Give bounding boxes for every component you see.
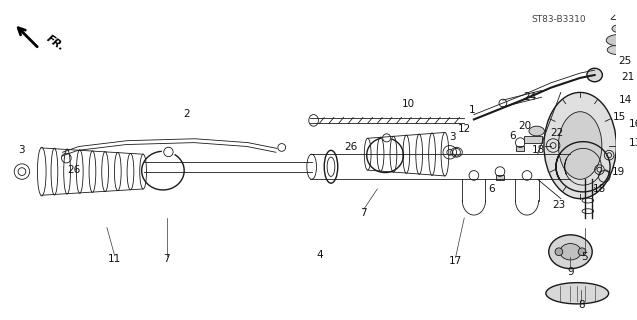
Text: 11: 11 bbox=[108, 254, 121, 264]
Text: 1: 1 bbox=[469, 105, 475, 115]
Text: 18: 18 bbox=[532, 145, 545, 155]
Bar bbox=[496, 175, 504, 180]
Text: 9: 9 bbox=[567, 267, 574, 277]
Text: 17: 17 bbox=[449, 256, 462, 267]
Ellipse shape bbox=[612, 25, 626, 33]
Text: 18: 18 bbox=[593, 184, 606, 194]
Text: 3: 3 bbox=[449, 132, 456, 142]
Ellipse shape bbox=[606, 35, 631, 46]
Bar bbox=[517, 147, 524, 151]
Text: 7: 7 bbox=[361, 208, 367, 218]
Text: FR.: FR. bbox=[45, 33, 67, 52]
Text: 5: 5 bbox=[582, 252, 589, 261]
Text: 7: 7 bbox=[164, 254, 170, 264]
Text: 8: 8 bbox=[578, 300, 584, 310]
Text: 6: 6 bbox=[488, 184, 494, 194]
Text: 2: 2 bbox=[183, 109, 189, 119]
Text: 4: 4 bbox=[316, 250, 323, 260]
Circle shape bbox=[578, 248, 586, 256]
Text: 26: 26 bbox=[68, 165, 81, 175]
Text: 21: 21 bbox=[621, 72, 634, 82]
Ellipse shape bbox=[587, 68, 603, 82]
Ellipse shape bbox=[548, 235, 592, 269]
Bar bbox=[524, 136, 541, 143]
Ellipse shape bbox=[560, 244, 581, 260]
Ellipse shape bbox=[607, 45, 631, 55]
Text: 3: 3 bbox=[18, 145, 25, 155]
Text: 26: 26 bbox=[345, 142, 358, 152]
Text: 12: 12 bbox=[457, 124, 471, 134]
Ellipse shape bbox=[559, 112, 602, 179]
Text: 20: 20 bbox=[519, 121, 532, 131]
Text: 16: 16 bbox=[629, 119, 637, 129]
Circle shape bbox=[555, 248, 562, 256]
Ellipse shape bbox=[546, 283, 608, 304]
Text: 22: 22 bbox=[550, 128, 564, 138]
Text: 10: 10 bbox=[402, 99, 415, 109]
Text: 13: 13 bbox=[629, 138, 637, 148]
Text: 6: 6 bbox=[509, 131, 516, 141]
Text: ST83-B3310: ST83-B3310 bbox=[532, 15, 587, 24]
Text: 24: 24 bbox=[524, 92, 536, 102]
Text: 25: 25 bbox=[618, 56, 631, 66]
Text: 19: 19 bbox=[612, 167, 626, 177]
Text: 23: 23 bbox=[552, 200, 566, 210]
Ellipse shape bbox=[544, 92, 617, 199]
Text: 14: 14 bbox=[619, 95, 632, 105]
Text: 15: 15 bbox=[613, 112, 626, 122]
Ellipse shape bbox=[529, 126, 545, 136]
